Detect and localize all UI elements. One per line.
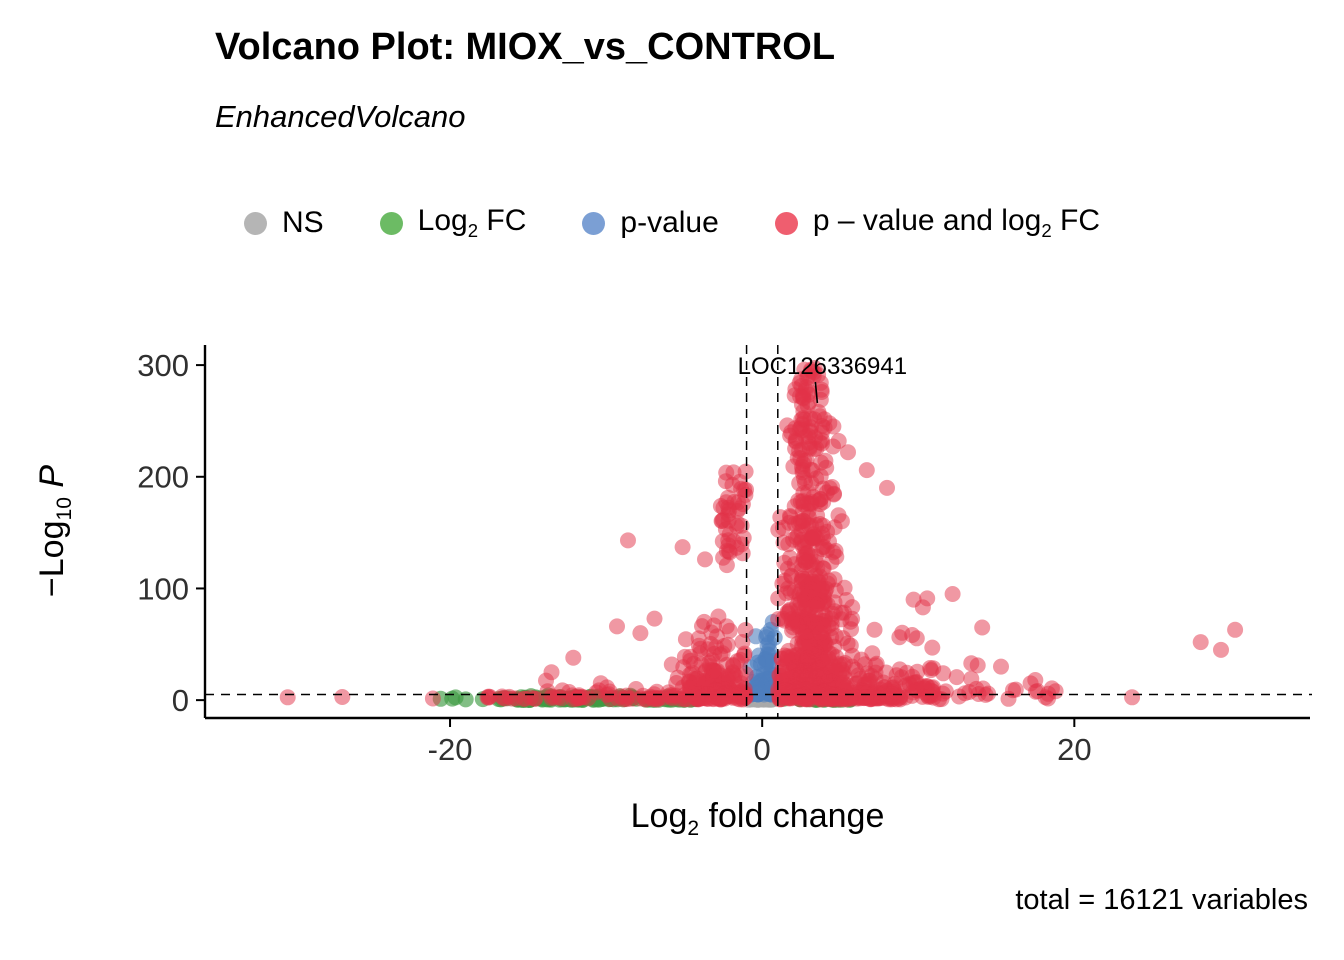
caption: total = 16121 variables [1015, 884, 1308, 916]
annotation-connector [814, 381, 819, 404]
legend-dot-icon [379, 211, 403, 235]
y-tick-label: 200 [137, 460, 189, 495]
y-tick-label: 300 [137, 348, 189, 383]
legend-label: NS [281, 206, 324, 239]
legend-item-0: NS [243, 206, 324, 240]
y-axis-title: −Log10 P [33, 465, 77, 597]
annotation-label: LOC126336941 [738, 353, 907, 380]
legend-dot-icon [774, 211, 798, 235]
chart-subtitle: EnhancedVolcano [215, 99, 466, 134]
legend: NS Log2 FC p-value p – value and log2 FC [0, 204, 1344, 242]
legend-label: p-value [620, 206, 719, 239]
legend-item-3: p – value and log2 FC [774, 204, 1100, 242]
y-axis-title-sub: 10 [52, 497, 76, 521]
x-axis-title-sub: 2 [687, 816, 700, 840]
x-tick-label: 20 [1057, 732, 1091, 767]
y-axis-title-pre: −Log [33, 520, 72, 598]
y-tick-label: 0 [172, 683, 189, 718]
legend-dot-icon [243, 211, 267, 235]
legend-item-2: p-value [582, 206, 719, 240]
x-axis-title: Log2 fold change [205, 797, 1310, 841]
x-axis-title-post: fold change [699, 797, 885, 835]
x-tick-label: 0 [754, 732, 771, 767]
legend-item-1: Log2 FC [379, 204, 527, 242]
data-points-p-value-and-log2-fc [279, 360, 1244, 708]
x-axis-title-pre: Log [630, 797, 688, 835]
x-tick-label: -20 [428, 732, 473, 767]
chart-title: Volcano Plot: MIOX_vs_CONTROL [215, 26, 836, 68]
y-axis-title-post: P [33, 464, 72, 498]
legend-label: Log2 FC [417, 204, 527, 241]
y-tick-label: 100 [137, 571, 189, 606]
legend-label: p – value and log2 FC [812, 204, 1100, 241]
legend-dot-icon [582, 211, 606, 235]
